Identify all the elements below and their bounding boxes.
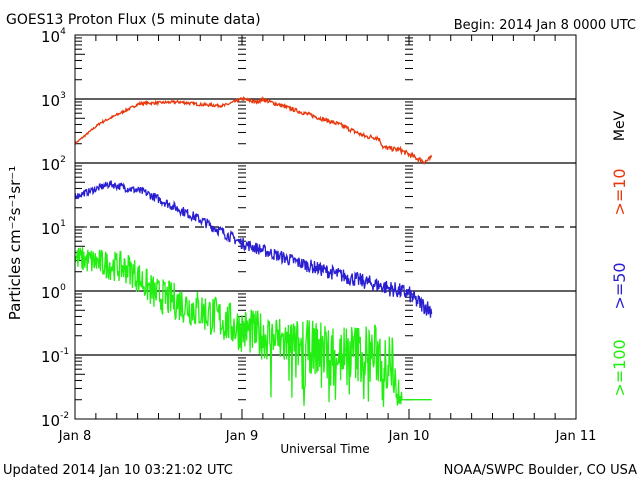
grid-lines xyxy=(75,98,576,356)
footer-credit: NOAA/SWPC Boulder, CO USA xyxy=(444,463,637,478)
y-tick-label: 10-1 xyxy=(41,347,69,366)
x-tick-label: Jan 11 xyxy=(555,429,597,444)
legend-ge10: >=10 xyxy=(610,168,629,215)
legend-unit-mev: MeV xyxy=(612,110,628,141)
y-tick-label: 102 xyxy=(41,155,66,174)
series-line-ge10 xyxy=(74,95,433,166)
y-axis-label: Particles cm⁻²s⁻¹sr⁻¹ xyxy=(6,166,24,320)
y-tick-label: 100 xyxy=(41,283,66,302)
begin-label: Begin: 2014 Jan 8 0000 UTC xyxy=(454,18,636,33)
x-tick-label: Jan 9 xyxy=(225,429,258,444)
plot-frame xyxy=(74,34,577,420)
y-tick-labels: 104 103 102 101 100 10-1 10-2 xyxy=(41,27,69,430)
x-tick-label: Jan 10 xyxy=(388,429,430,444)
y-tick-label: 103 xyxy=(41,91,66,110)
y-tick-label: 10-2 xyxy=(41,411,69,430)
series-line-ge50 xyxy=(74,180,433,318)
y-tick-label: 104 xyxy=(41,27,66,46)
chart-title: GOES13 Proton Flux (5 minute data) xyxy=(6,12,261,28)
x-tick-label: Jan 8 xyxy=(58,429,91,444)
legend-ge50: >=50 xyxy=(610,262,629,309)
series-group xyxy=(74,95,433,407)
x-axis-label: Universal Time xyxy=(280,442,369,456)
y-tick-label: 101 xyxy=(41,219,66,238)
x-tick-labels: Jan 8 Jan 9 Jan 10 Jan 11 xyxy=(58,429,597,444)
series-line-ge100 xyxy=(74,247,432,407)
legend-ge100: >=100 xyxy=(610,339,629,396)
footer-updated: Updated 2014 Jan 10 03:21:02 UTC xyxy=(3,463,233,478)
